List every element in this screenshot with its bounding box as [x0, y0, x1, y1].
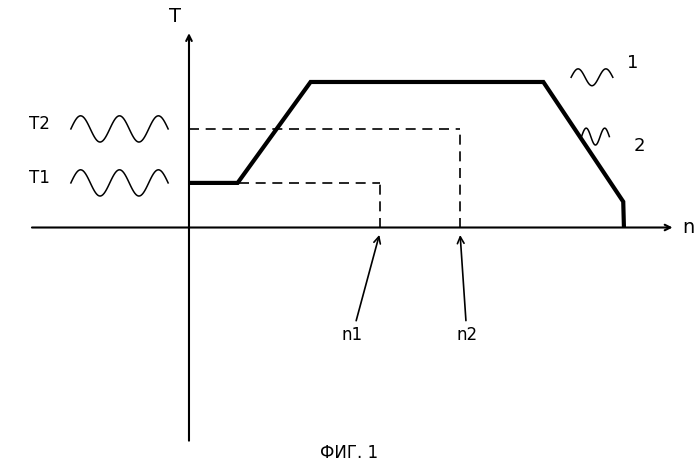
Text: 2: 2 — [634, 137, 645, 155]
Text: T: T — [169, 7, 181, 26]
Text: T2: T2 — [29, 115, 50, 133]
Text: n1: n1 — [342, 236, 380, 344]
Text: n: n — [682, 218, 695, 237]
Text: ФИГ. 1: ФИГ. 1 — [319, 444, 378, 462]
Text: T1: T1 — [29, 169, 50, 187]
Text: 1: 1 — [627, 54, 638, 72]
Text: n2: n2 — [456, 237, 477, 344]
